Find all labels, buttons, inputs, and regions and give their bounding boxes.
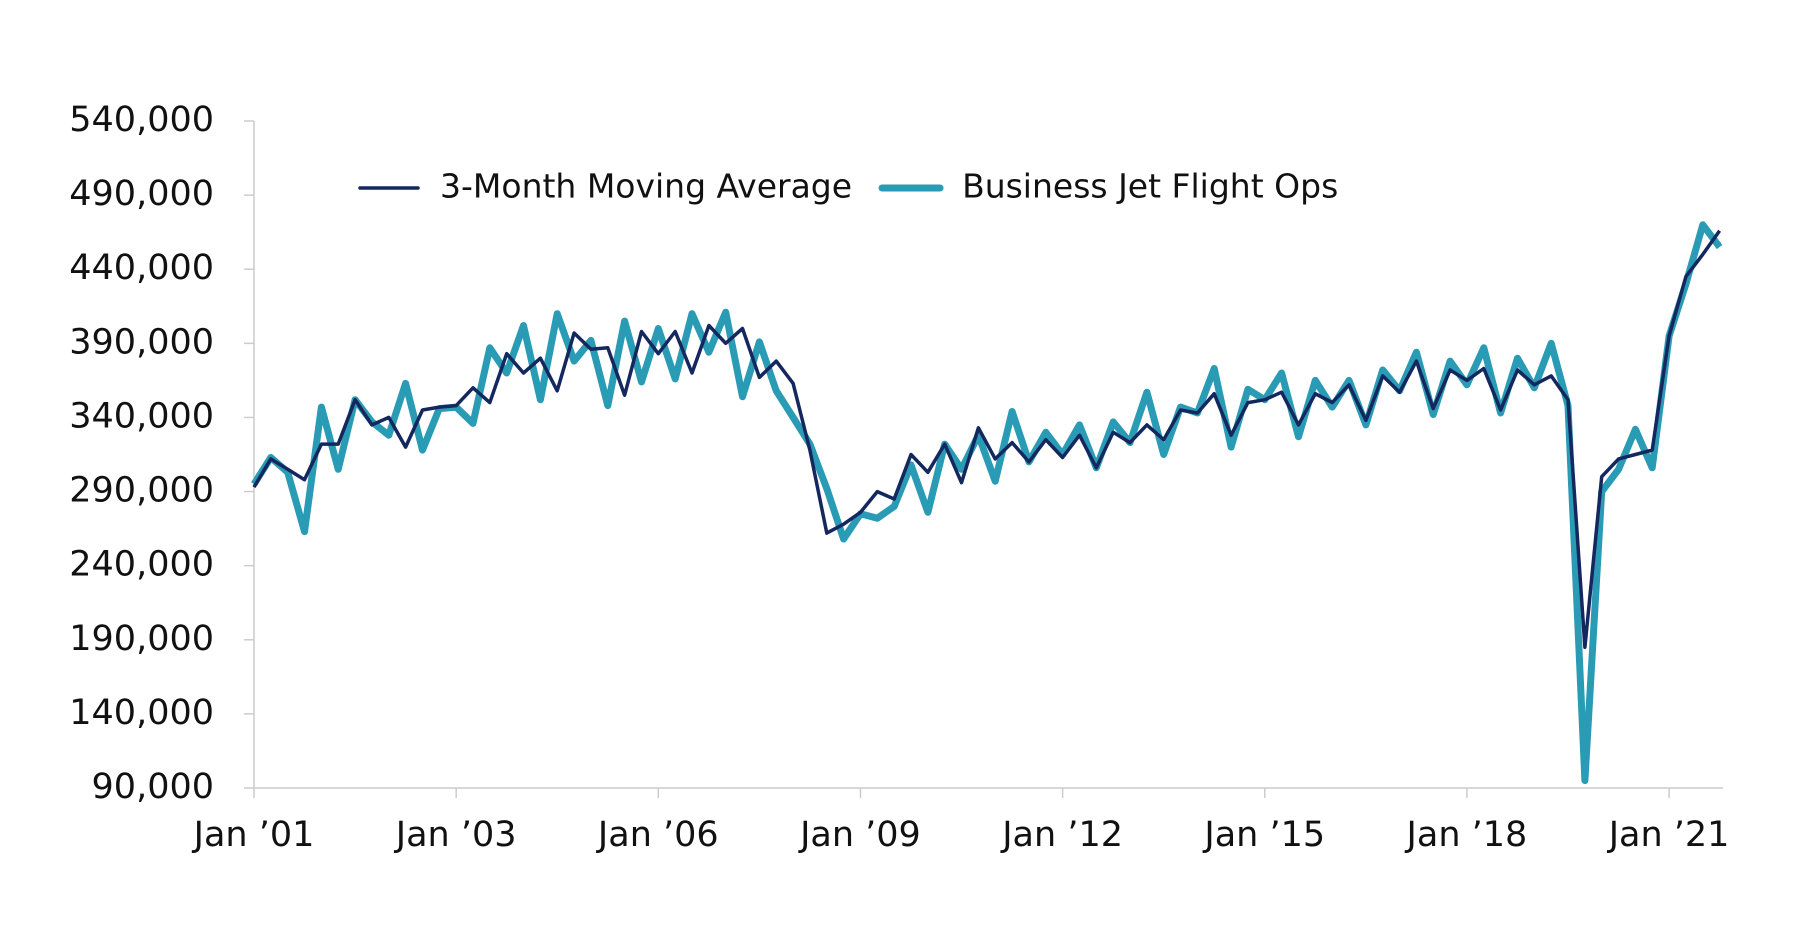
series-line (251, 221, 1723, 785)
x-tick-label: Jan ’09 (798, 815, 921, 855)
y-tick-label: 140,000 (69, 693, 214, 733)
legend-label: 3-Month Moving Average (440, 167, 852, 206)
series-line (252, 229, 1722, 649)
y-tick-label: 290,000 (69, 471, 214, 511)
x-tick-label: Jan ’21 (1607, 815, 1730, 855)
y-tick-label: 240,000 (69, 545, 214, 585)
y-tick-label: 490,000 (69, 174, 214, 214)
y-tick-label: 340,000 (69, 396, 214, 436)
x-tick-label: Jan ’03 (394, 815, 517, 855)
y-tick-label: 540,000 (69, 100, 214, 140)
x-tick-label: Jan ’12 (1000, 815, 1123, 855)
y-tick-label: 440,000 (69, 248, 214, 288)
y-tick-label: 390,000 (69, 322, 214, 362)
y-tick-label: 90,000 (92, 767, 214, 807)
x-tick-label: Jan ’06 (596, 815, 719, 855)
x-tick-label: Jan ’18 (1405, 815, 1528, 855)
x-tick-label: Jan ’01 (192, 815, 315, 855)
x-tick-label: Jan ’15 (1202, 815, 1325, 855)
legend-label: Business Jet Flight Ops (962, 167, 1338, 206)
y-tick-label: 190,000 (69, 619, 214, 659)
